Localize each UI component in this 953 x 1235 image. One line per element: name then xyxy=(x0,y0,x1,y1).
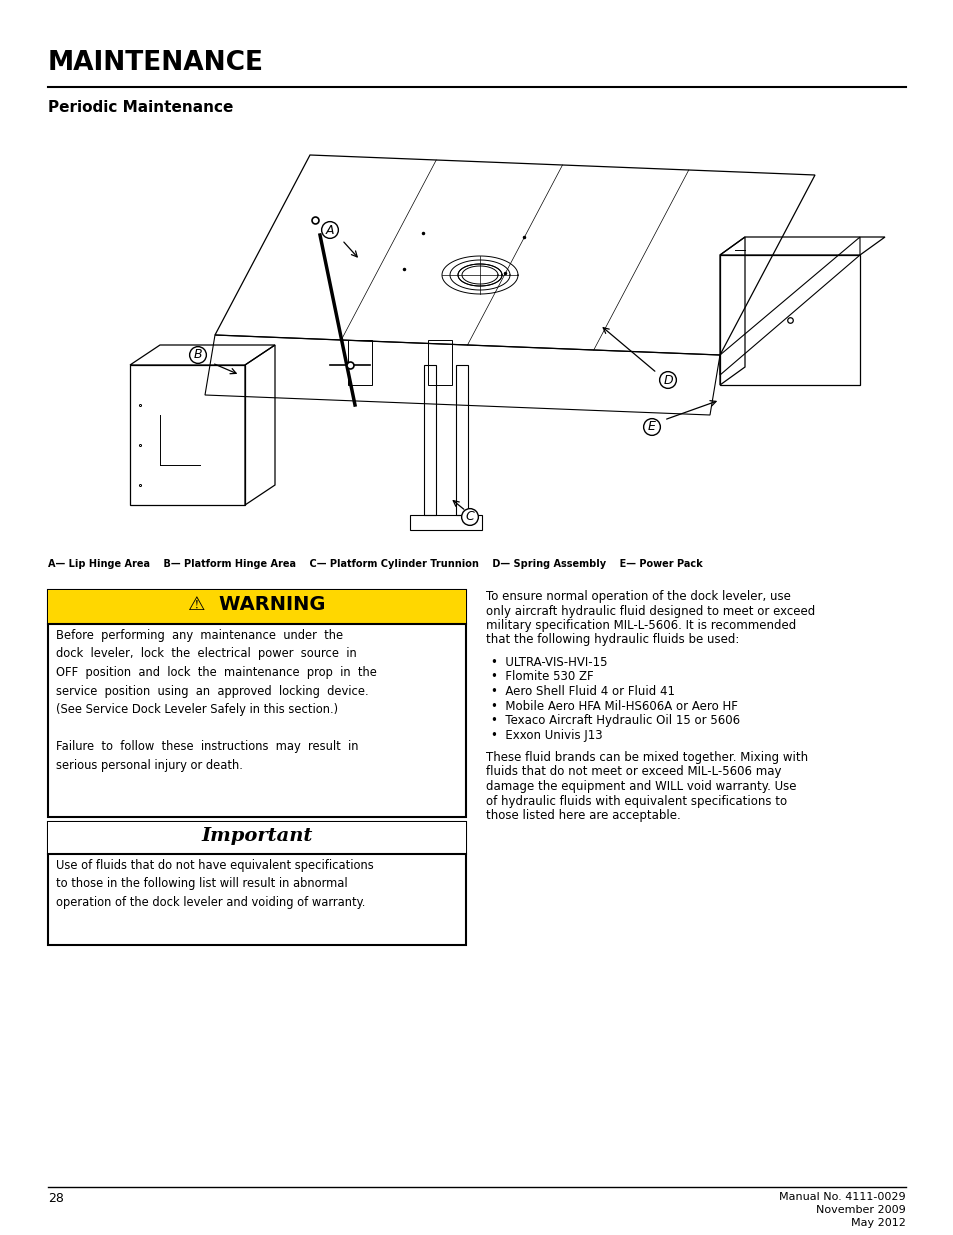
Text: •  Mobile Aero HFA Mil-HS606A or Aero HF: • Mobile Aero HFA Mil-HS606A or Aero HF xyxy=(491,699,737,713)
Text: Manual No. 4111-0029: Manual No. 4111-0029 xyxy=(779,1192,905,1202)
Text: damage the equipment and WILL void warranty. Use: damage the equipment and WILL void warra… xyxy=(485,781,796,793)
Text: those listed here are acceptable.: those listed here are acceptable. xyxy=(485,809,680,823)
Text: MAINTENANCE: MAINTENANCE xyxy=(48,49,264,77)
Text: E: E xyxy=(647,420,656,433)
FancyBboxPatch shape xyxy=(48,823,465,945)
Text: Important: Important xyxy=(201,827,313,845)
Text: military specification MIL-L-5606. It is recommended: military specification MIL-L-5606. It is… xyxy=(485,619,796,632)
Text: May 2012: May 2012 xyxy=(850,1218,905,1228)
Bar xyxy=(456,366,468,515)
FancyBboxPatch shape xyxy=(48,823,465,853)
FancyBboxPatch shape xyxy=(48,590,465,624)
Text: D: D xyxy=(662,373,672,387)
Text: •  Texaco Aircraft Hydraulic Oil 15 or 5606: • Texaco Aircraft Hydraulic Oil 15 or 56… xyxy=(491,714,740,727)
Text: Before  performing  any  maintenance  under  the
dock  leveler,  lock  the  elec: Before performing any maintenance under … xyxy=(56,629,376,772)
Text: ⚠  WARNING: ⚠ WARNING xyxy=(188,595,325,614)
Text: C: C xyxy=(465,510,474,524)
Bar xyxy=(410,515,481,530)
Text: 28: 28 xyxy=(48,1192,64,1205)
Text: that the following hydraulic fluids be used:: that the following hydraulic fluids be u… xyxy=(485,634,739,646)
Text: To ensure normal operation of the dock leveler, use: To ensure normal operation of the dock l… xyxy=(485,590,790,603)
Text: A— Lip Hinge Area    B— Platform Hinge Area    C— Platform Cylinder Trunnion    : A— Lip Hinge Area B— Platform Hinge Area… xyxy=(48,559,702,569)
Text: Periodic Maintenance: Periodic Maintenance xyxy=(48,100,233,115)
Text: •  Exxon Univis J13: • Exxon Univis J13 xyxy=(491,729,602,741)
Text: A: A xyxy=(325,224,334,236)
Text: These fluid brands can be mixed together. Mixing with: These fluid brands can be mixed together… xyxy=(485,751,807,764)
Text: •  Aero Shell Fluid 4 or Fluid 41: • Aero Shell Fluid 4 or Fluid 41 xyxy=(491,685,675,698)
Text: Use of fluids that do not have equivalent specifications
to those in the followi: Use of fluids that do not have equivalen… xyxy=(56,860,374,909)
FancyBboxPatch shape xyxy=(48,590,465,818)
Text: fluids that do not meet or exceed MIL-L-5606 may: fluids that do not meet or exceed MIL-L-… xyxy=(485,766,781,778)
Text: November 2009: November 2009 xyxy=(816,1205,905,1215)
Text: •  ULTRA-VIS-HVI-15: • ULTRA-VIS-HVI-15 xyxy=(491,656,607,669)
Text: B: B xyxy=(193,348,202,362)
Text: •  Flomite 530 ZF: • Flomite 530 ZF xyxy=(491,671,593,683)
Text: of hydraulic fluids with equivalent specifications to: of hydraulic fluids with equivalent spec… xyxy=(485,794,786,808)
Text: only aircraft hydraulic fluid designed to meet or exceed: only aircraft hydraulic fluid designed t… xyxy=(485,604,815,618)
Bar xyxy=(423,366,436,515)
